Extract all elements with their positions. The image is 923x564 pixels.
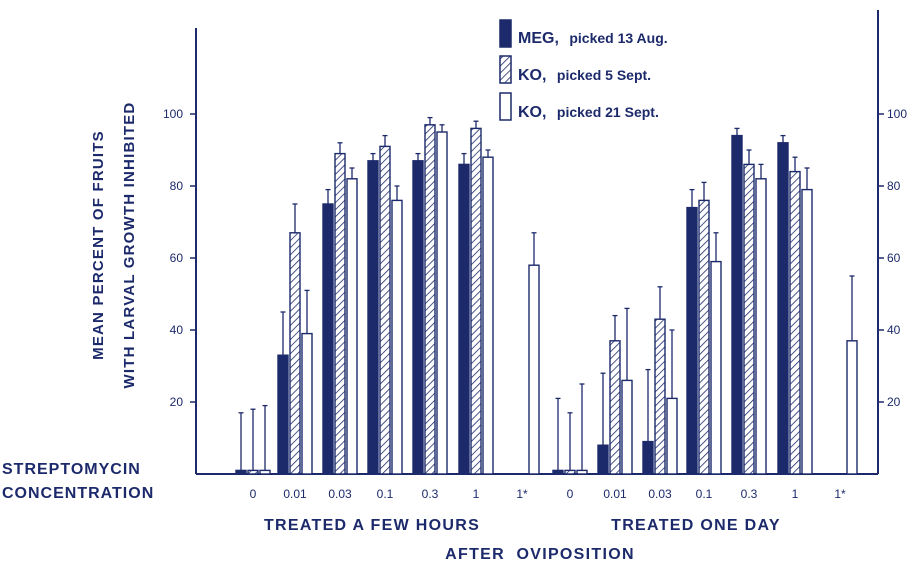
svg-text:KO, picked 5 Sept.: KO, picked 5 Sept.	[518, 67, 651, 84]
category-label-p2-c7: 1*	[834, 487, 846, 501]
category-label-p1-c5: 0.3	[422, 487, 439, 501]
bar-p2-c5-s3	[755, 178, 767, 475]
category-label-p2-c1: 0	[567, 487, 574, 501]
bar-p2-c6-s3	[801, 188, 813, 475]
bar-p2-c4-s2	[698, 199, 710, 475]
bar-p2-c3-s2	[654, 318, 666, 475]
legend: MEG, picked 13 Aug. KO, picked 5 Sept. K…	[499, 19, 668, 121]
category-label-p1-c6: 1	[473, 487, 480, 501]
bar-p2-c3-s3	[666, 397, 678, 475]
panel-title-one-day: TREATED ONE DAY	[611, 517, 781, 534]
x-axis-title-line-2: CONCENTRATION	[2, 485, 154, 502]
bar-p2-c3-s1	[642, 440, 654, 475]
right-tick-label-60: 60	[887, 251, 901, 265]
legend-swatch-solid	[499, 19, 512, 48]
left-tick-label-80: 80	[170, 179, 184, 193]
bar-p1-c4-s3	[391, 199, 403, 475]
bar-p1-c3-s1	[322, 203, 334, 475]
bars-layer	[235, 116, 858, 475]
legend-label-1-detail: picked 13 Aug.	[569, 30, 667, 46]
bar-p1-c1-s3	[259, 469, 271, 475]
category-labels: 0 0.01 0.03 0.1 0.3 1 1* 0 0.01 0.03 0.1 0.3 1 1*	[250, 487, 846, 501]
legend-label-3-prefix: KO,	[518, 104, 546, 121]
bar-p2-c1-s1	[552, 469, 564, 475]
legend-label-2-prefix: KO,	[518, 67, 546, 84]
right-y-ticks: 20 40 60 80 100	[878, 107, 907, 409]
bar-p2-c6-s1	[777, 142, 789, 475]
bar-p1-c6-s3	[482, 156, 494, 475]
bar-p1-c6-s1	[458, 163, 470, 475]
category-label-p2-c2: 0.01	[603, 487, 627, 501]
bar-p1-c5-s1	[412, 160, 424, 475]
y-axis-title-line-2: WITH LARVAL GROWTH INHIBITED	[121, 102, 138, 389]
category-label-p2-c5: 0.3	[741, 487, 758, 501]
category-label-p1-c3: 0.03	[328, 487, 352, 501]
legend-label-1-prefix: MEG,	[518, 30, 559, 47]
bar-p1-c1-s2	[247, 469, 259, 475]
left-y-ticks: 20 40 60 80 100	[163, 107, 196, 409]
svg-text:MEG, picked 13 Aug.: MEG, picked 13 Aug.	[518, 30, 668, 47]
bar-p2-c5-s2	[743, 163, 755, 475]
bar-p1-c6-s2	[470, 127, 482, 475]
bar-p2-c7-s3	[846, 340, 858, 475]
bar-p2-c6-s2	[789, 170, 801, 475]
svg-text:KO, picked 21 Sept.: KO, picked 21 Sept.	[518, 104, 659, 121]
legend-label-3-detail: picked 21 Sept.	[557, 104, 659, 120]
panel-title-few-hours: TREATED A FEW HOURS	[264, 517, 480, 534]
left-tick-label-40: 40	[170, 323, 184, 337]
category-label-p1-c1: 0	[250, 487, 257, 501]
bar-p2-c2-s2	[609, 340, 621, 475]
x-axis-title-line-1: STREPTOMYCIN	[2, 461, 141, 478]
bar-p1-c3-s3	[346, 178, 358, 475]
legend-swatch-open	[499, 92, 512, 121]
bar-p1-c3-s2	[334, 152, 346, 475]
category-label-p2-c4: 0.1	[696, 487, 713, 501]
bar-p1-c1-s1	[235, 469, 247, 475]
bar-p2-c2-s1	[597, 444, 609, 475]
bar-p2-c4-s3	[710, 260, 722, 475]
bar-p2-c5-s1	[731, 134, 743, 475]
right-tick-label-20: 20	[887, 395, 901, 409]
bar-p1-c2-s2	[289, 232, 301, 475]
right-tick-label-100: 100	[887, 107, 907, 121]
y-axis-title-line-1: MEAN PERCENT OF FRUITS	[90, 130, 107, 360]
left-tick-label-60: 60	[170, 251, 184, 265]
bar-p1-c7-s3	[528, 264, 540, 475]
category-label-p2-c3: 0.03	[648, 487, 672, 501]
bar-p2-c4-s1	[686, 206, 698, 475]
category-label-p1-c4: 0.1	[377, 487, 394, 501]
bar-p2-c2-s3	[621, 379, 633, 475]
right-tick-label-40: 40	[887, 323, 901, 337]
legend-label-2-detail: picked 5 Sept.	[557, 67, 651, 83]
bar-p1-c2-s1	[277, 354, 289, 475]
bar-p1-c4-s1	[367, 160, 379, 475]
left-tick-label-20: 20	[170, 395, 184, 409]
footer-after-oviposition: AFTER OVIPOSITION	[445, 546, 635, 563]
right-tick-label-80: 80	[887, 179, 901, 193]
left-tick-label-100: 100	[163, 107, 183, 121]
legend-swatch-hatched	[499, 55, 512, 84]
bar-p1-c5-s3	[436, 131, 448, 475]
bar-p1-c5-s2	[424, 124, 436, 475]
bar-p1-c4-s2	[379, 145, 391, 475]
category-label-p2-c6: 1	[792, 487, 799, 501]
category-label-p1-c2: 0.01	[283, 487, 307, 501]
bar-p1-c2-s3	[301, 332, 313, 475]
bar-p2-c1-s3	[576, 469, 588, 475]
category-label-p1-c7: 1*	[516, 487, 528, 501]
bar-p2-c1-s2	[564, 469, 576, 475]
